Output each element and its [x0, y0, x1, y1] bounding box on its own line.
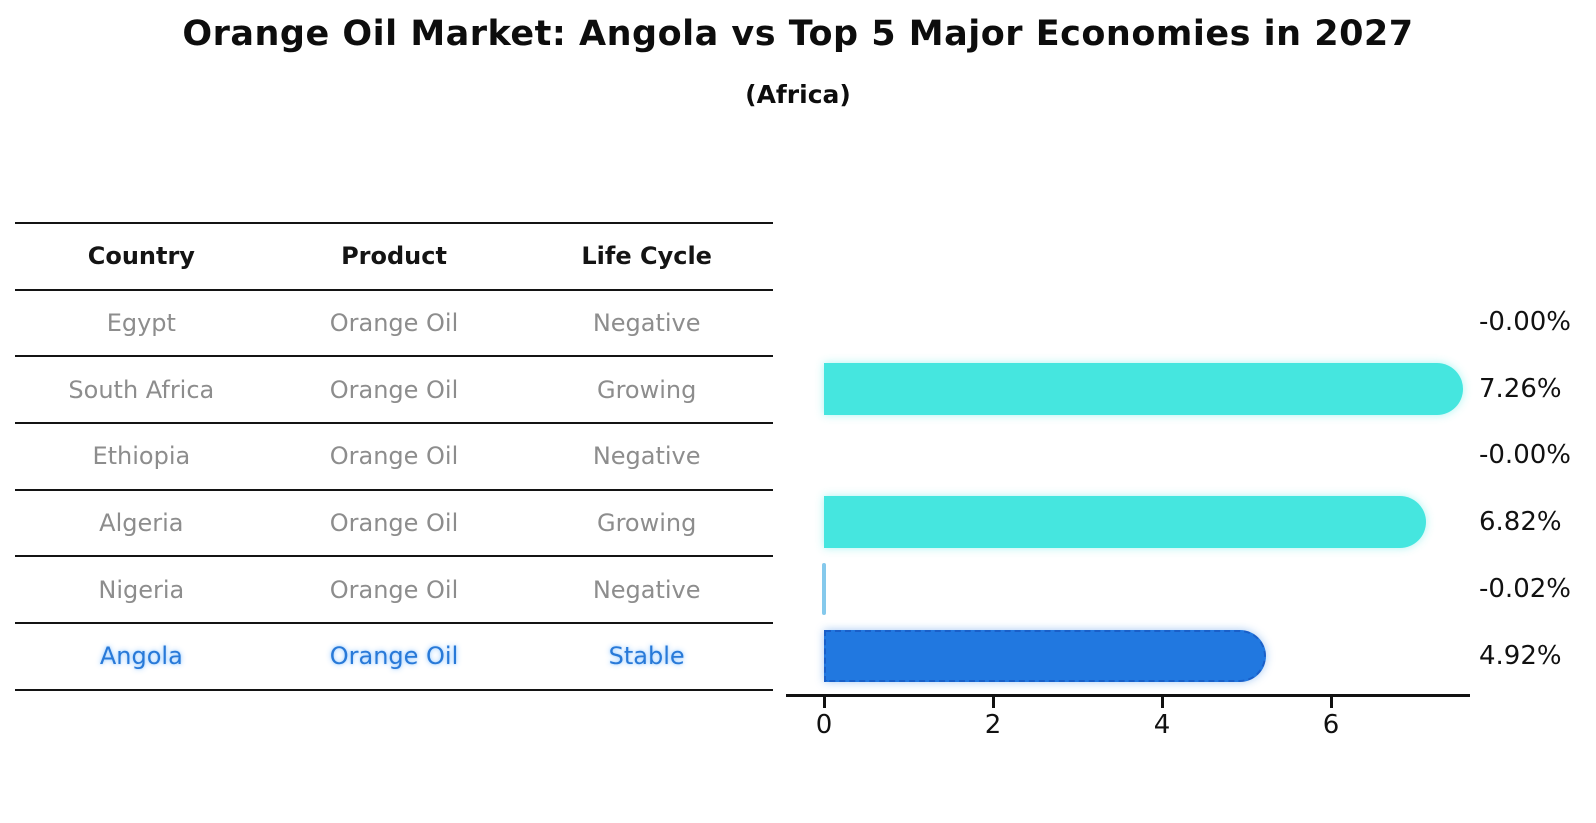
cell-product: Orange Oil [329, 575, 459, 604]
x-tick-mark-0 [822, 697, 826, 708]
cell-country: Egypt [106, 309, 176, 338]
cell-life_cycle: Growing [596, 375, 697, 404]
bar-south-africa [824, 362, 1464, 415]
table-row-algeria: Algeria Orange Oil Growing [15, 491, 773, 558]
value-label-algeria: 6.82% [1479, 507, 1562, 538]
x-tick-mark-2 [991, 697, 995, 708]
x-tick-label-6: 6 [1322, 710, 1340, 740]
cell-country: Ethiopia [92, 442, 191, 471]
value-label-ethiopia: -0.00% [1479, 440, 1571, 471]
value-label-angola: 4.92% [1479, 640, 1562, 671]
cell-life_cycle: Negative [592, 309, 701, 338]
x-axis-line [786, 694, 1470, 697]
cell-country: Algeria [99, 509, 184, 538]
country-table: Country Product Life Cycle Egypt Orange O… [15, 222, 773, 691]
table-row-egypt: Egypt Orange Oil Negative [15, 291, 773, 358]
cell-country: Nigeria [98, 575, 185, 604]
cell-product: Orange Oil [329, 375, 459, 404]
bar-negative-sliver-nigeria [822, 562, 826, 615]
table-body: Egypt Orange Oil Negative South Africa Orang… [15, 291, 773, 691]
table-row-ethiopia: Ethiopia Orange Oil Negative [15, 424, 773, 491]
x-tick-label-0: 0 [815, 710, 833, 740]
cell-life_cycle: Stable [608, 642, 685, 671]
cell-product: Orange Oil [329, 442, 459, 471]
bar-angola [824, 629, 1266, 682]
value-label-nigeria: -0.02% [1479, 573, 1571, 604]
x-tick-mark-4 [1160, 697, 1164, 708]
column-header-country: Country [87, 242, 195, 271]
value-label-south-africa: 7.26% [1479, 373, 1562, 404]
cell-product: Orange Oil [329, 309, 459, 338]
table-row-angola: Angola Orange Oil Stable [15, 624, 773, 691]
bar-algeria [824, 496, 1427, 549]
cell-country: Angola [99, 642, 183, 671]
chart-subtitle: (Africa) [745, 80, 851, 109]
cell-life_cycle: Negative [592, 575, 701, 604]
cell-country: South Africa [68, 375, 215, 404]
table-header-row: Country Product Life Cycle [15, 224, 773, 291]
column-header-life-cycle: Life Cycle [581, 242, 712, 271]
x-tick-label-2: 2 [984, 710, 1002, 740]
cell-life_cycle: Negative [592, 442, 701, 471]
value-label-egypt: -0.00% [1479, 307, 1571, 337]
cell-life_cycle: Growing [596, 509, 697, 538]
table-row-nigeria: Nigeria Orange Oil Negative [15, 557, 773, 625]
x-tick-label-4: 4 [1153, 710, 1171, 740]
x-tick-mark-6 [1329, 697, 1333, 708]
chart-title: Orange Oil Market: Angola vs Top 5 Major… [182, 14, 1414, 54]
cell-product: Orange Oil [329, 509, 459, 538]
cell-product: Orange Oil [329, 642, 459, 671]
column-header-product: Product [341, 242, 447, 271]
table-row-south-africa: South Africa Orange Oil Growing [15, 357, 773, 425]
